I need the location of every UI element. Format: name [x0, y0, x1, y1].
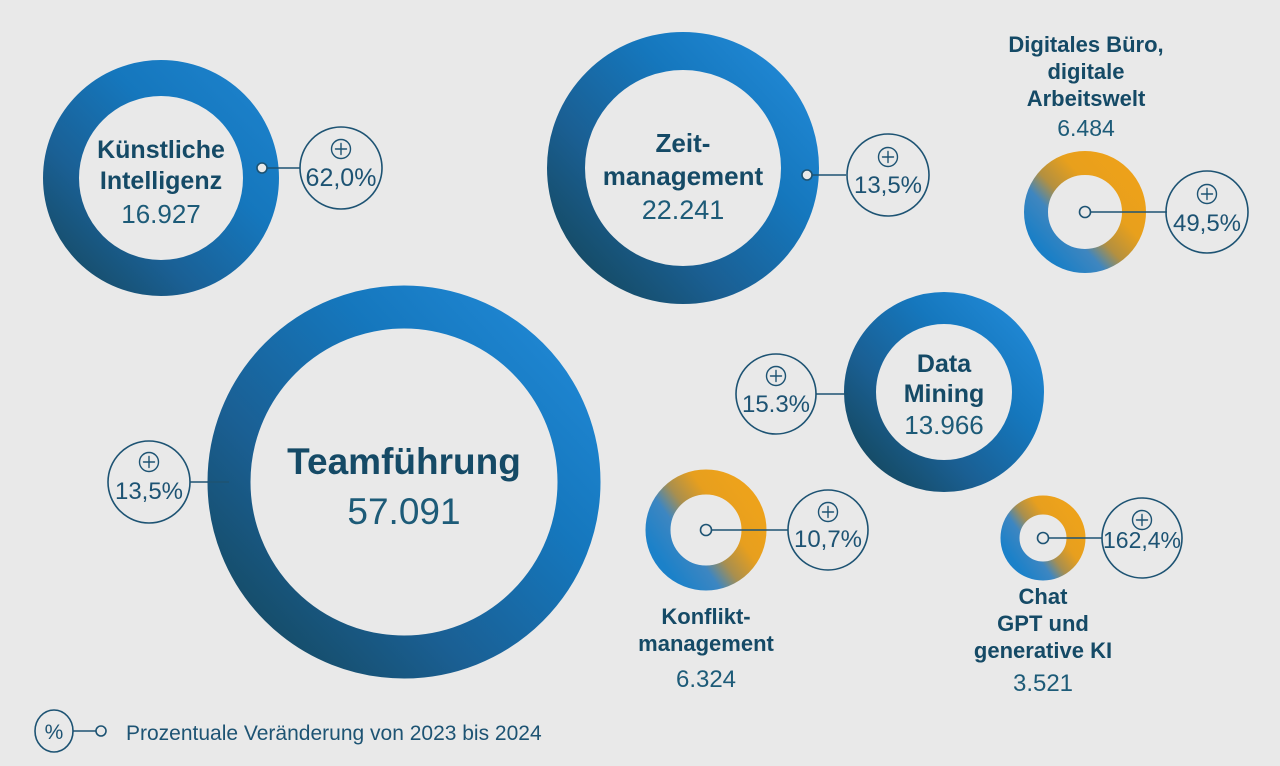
ring-label-db-line1: Digitales Büro, [1008, 32, 1163, 57]
badge-ki[interactable]: 62,0% [299, 126, 383, 210]
bubble-teamfuehrung[interactable]: Teamführung 57.091 13,5% [107, 285, 601, 679]
connector-dot-gpt [1036, 531, 1050, 545]
ring-label-km-line1: Konflikt- [661, 604, 750, 629]
bubble-zeitmanagement[interactable]: Zeit- management 22.241 13,5% [547, 32, 930, 304]
ring-data-mining [844, 292, 1044, 492]
bubble-digitales-buero[interactable]: Digitales Büro, digitale Arbeitswelt 6.4… [1008, 32, 1249, 273]
ring-value-dm: 13.966 [904, 410, 984, 440]
bubble-kuenstliche-intelligenz[interactable]: Künstliche Intelligenz 16.927 62,0% [43, 60, 383, 296]
badge-circle-dm [735, 353, 817, 435]
ring-label-km-line2: management [638, 631, 774, 656]
ring-value-km: 6.324 [676, 666, 736, 693]
ring-zeitmanagement [547, 32, 819, 304]
badge-percent-tf: 13,5% [115, 478, 183, 505]
ring-value-db: 6.484 [1057, 115, 1115, 141]
badge-circle-km [787, 489, 869, 571]
ring-label-zm-line1: Zeit- [656, 128, 711, 158]
ring-value-tf: 57.091 [347, 491, 460, 532]
connector-dot-db [1078, 205, 1092, 219]
badge-percent-km: 10,7% [794, 526, 862, 553]
ring-value-zm: 22.241 [642, 195, 725, 225]
legend-text: Prozentuale Veränderung von 2023 bis 202… [126, 722, 542, 745]
ring-label-zm-line2: management [603, 161, 764, 191]
badge-percent-zm: 13,5% [854, 172, 922, 199]
plus-icon-dm [765, 365, 787, 387]
ring-value-gpt: 3.521 [1013, 670, 1073, 697]
ring-label-tf: Teamführung [287, 441, 521, 482]
ring-label-gpt-line2: GPT und [997, 611, 1089, 636]
ring-label-ki-line1: Künstliche [97, 136, 225, 164]
ring-label-dm-line2: Mining [904, 380, 985, 408]
plus-icon-db [1196, 183, 1218, 205]
plus-icon-tf [138, 451, 160, 473]
connector-dot-ki [256, 162, 268, 174]
badge-circle-gpt [1101, 497, 1183, 579]
badge-data-mining[interactable]: 15.3% [735, 353, 817, 435]
bubble-chatgpt[interactable]: Chat GPT und generative KI 3.521 162,4% [974, 495, 1183, 697]
ring-teamfuehrung [207, 285, 601, 679]
badge-circle-ki [299, 126, 383, 210]
legend-connector-dot [95, 725, 107, 737]
badge-konfliktmanagement[interactable]: 10,7% [787, 489, 869, 571]
badge-digitales-buero[interactable]: 49,5% [1165, 170, 1249, 254]
badge-teamfuehrung[interactable]: 13,5% [107, 440, 191, 524]
badge-chatgpt[interactable]: 162,4% [1101, 497, 1183, 579]
bubble-konfliktmanagement[interactable]: Konflikt- management 6.324 10,7% [638, 469, 869, 693]
badge-percent-ki: 62,0% [306, 164, 377, 192]
ring-label-db-line2: digitale [1047, 59, 1124, 84]
ring-label-ki-line2: Intelligenz [100, 167, 222, 195]
ring-kuenstliche-intelligenz [43, 60, 279, 296]
bubble-data-mining[interactable]: Data Mining 13.966 15.3% [735, 292, 1044, 492]
plus-icon-zm [877, 146, 899, 168]
badge-circle-zm [846, 133, 930, 217]
plus-icon-ki [330, 138, 352, 160]
connector-dot-km [699, 523, 713, 537]
ring-label-dm-line1: Data [917, 350, 972, 378]
badge-circle-tf [107, 440, 191, 524]
badge-zeitmanagement[interactable]: 13,5% [846, 133, 930, 217]
plus-icon-gpt [1131, 509, 1153, 531]
ring-label-gpt-line3: generative KI [974, 638, 1112, 663]
ring-label-gpt-line1: Chat [1019, 584, 1069, 609]
badge-percent-dm: 15.3% [742, 391, 810, 418]
ring-label-db-line3: Arbeitswelt [1027, 86, 1146, 111]
percent-glyph: % [45, 721, 64, 744]
badge-circle-db [1165, 170, 1249, 254]
legend: % Prozentuale Veränderung von 2023 bis 2… [34, 709, 542, 753]
ring-value-ki: 16.927 [121, 199, 201, 229]
badge-percent-gpt: 162,4% [1103, 527, 1181, 553]
badge-percent-db: 49,5% [1173, 210, 1241, 237]
connector-dot-zm [801, 169, 813, 181]
plus-icon-km [817, 501, 839, 523]
